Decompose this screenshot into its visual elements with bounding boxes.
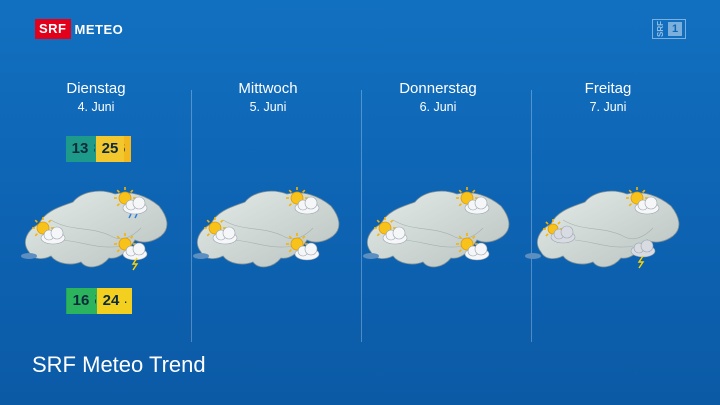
srf-meteo-logo: SRF METEO <box>35 19 123 39</box>
day-name: Mittwoch <box>183 80 353 97</box>
lower-min-temperature: 16 <box>67 288 95 314</box>
lower-temperatures: 16 24 <box>67 288 127 314</box>
srf1-channel-bug: SRF 1 <box>652 19 686 39</box>
upper-min-temperature: 13 <box>66 136 94 162</box>
switzerland-weather-map <box>183 180 353 275</box>
footer-title: SRF Meteo Trend <box>32 352 206 378</box>
channel-bug-letters: SRF <box>656 21 665 37</box>
day-name: Freitag <box>523 80 693 97</box>
day-date: 7. Juni <box>523 100 693 114</box>
upper-max-temperature: 25 <box>96 136 124 162</box>
day-date: 6. Juni <box>353 100 523 114</box>
day-name: Donnerstag <box>353 80 523 97</box>
day-date: 4. Juni <box>11 100 181 114</box>
forecast-day-column: Freitag 7. Juni 13 25 16 24 <box>523 80 693 320</box>
day-date: 5. Juni <box>183 100 353 114</box>
day-name: Dienstag <box>11 80 181 97</box>
switzerland-weather-map <box>11 180 181 275</box>
switzerland-weather-map <box>353 180 523 275</box>
channel-bug-number: 1 <box>668 22 682 36</box>
meteo-logo-text: METEO <box>75 22 124 37</box>
switzerland-weather-map <box>523 180 693 275</box>
srf-logo-badge: SRF <box>35 19 71 39</box>
upper-temperatures: 13 25 <box>66 136 126 162</box>
lower-max-temperature: 24 <box>97 288 125 314</box>
